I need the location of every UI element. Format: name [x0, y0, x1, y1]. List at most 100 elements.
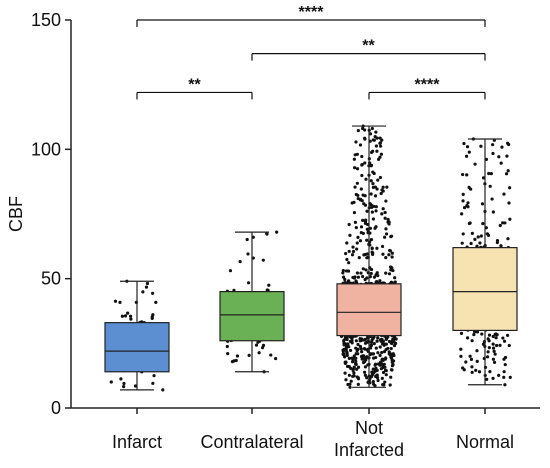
data-point: [363, 341, 368, 345]
data-point: [461, 232, 465, 236]
data-point: [350, 253, 355, 257]
data-point: [267, 283, 271, 287]
data-point: [376, 157, 381, 161]
data-point: [376, 178, 380, 182]
data-point: [362, 202, 366, 206]
data-point: [491, 376, 495, 380]
data-point: [388, 249, 392, 253]
data-point: [378, 175, 383, 180]
data-point: [356, 382, 360, 386]
data-point: [351, 275, 355, 280]
data-point: [355, 241, 359, 245]
data-point: [126, 311, 130, 315]
data-point: [355, 181, 359, 185]
data-point: [369, 238, 374, 242]
data-point: [378, 136, 382, 140]
data-point: [141, 290, 145, 294]
data-point: [383, 210, 387, 215]
significance-bracket: ****: [136, 4, 486, 27]
data-point: [464, 360, 468, 364]
y-axis-title: CBF: [6, 196, 26, 232]
data-point: [361, 218, 365, 222]
data-point: [373, 363, 377, 367]
data-point: [269, 353, 273, 357]
data-point: [353, 166, 357, 170]
data-point: [353, 185, 357, 189]
data-point: [235, 354, 240, 358]
data-point: [470, 231, 474, 235]
data-point: [358, 143, 363, 147]
data-point: [378, 141, 383, 145]
data-point: [380, 362, 384, 366]
data-point: [380, 350, 384, 355]
data-point: [461, 172, 465, 177]
data-point: [379, 152, 384, 156]
data-point: [467, 150, 471, 154]
data-point: [347, 345, 351, 349]
data-point: [351, 374, 355, 378]
data-point: [370, 126, 374, 131]
data-point: [356, 128, 360, 133]
data-point: [485, 355, 490, 359]
significance-bracket: ****: [368, 76, 486, 100]
data-point: [475, 330, 480, 334]
data-point: [342, 353, 346, 357]
data-point: [503, 221, 507, 225]
data-point: [352, 157, 356, 161]
data-point: [369, 340, 374, 344]
data-point: [354, 192, 358, 197]
data-point: [470, 370, 474, 374]
data-point: [368, 132, 373, 136]
data-point: [465, 173, 469, 177]
data-point: [462, 206, 467, 210]
data-point: [363, 161, 367, 165]
data-point: [351, 249, 356, 254]
data-point: [371, 181, 375, 186]
data-point: [360, 357, 364, 361]
data-point: [122, 381, 126, 386]
box-iqr: [452, 247, 518, 331]
data-point: [460, 212, 464, 216]
data-point: [343, 277, 347, 282]
data-point: [359, 337, 363, 341]
data-point: [498, 343, 502, 347]
data-point: [347, 261, 351, 265]
significance-bracket: **: [251, 38, 486, 61]
data-point: [371, 170, 375, 174]
significance-label: **: [362, 38, 375, 55]
data-point: [151, 313, 155, 317]
data-point: [365, 376, 369, 380]
data-point: [381, 252, 385, 256]
data-point: [383, 357, 387, 361]
significance-bracket: **: [136, 76, 253, 100]
data-point: [490, 197, 494, 201]
data-point: [362, 346, 367, 351]
data-point: [475, 244, 479, 248]
data-point: [389, 375, 393, 379]
significance-label: **: [188, 76, 201, 93]
data-point: [354, 140, 358, 144]
data-point: [238, 260, 242, 264]
box-infarct: [104, 280, 170, 391]
data-point: [461, 199, 465, 203]
data-point: [369, 343, 373, 347]
x-category-label: Infarct: [112, 432, 162, 452]
data-point: [247, 353, 251, 357]
data-point: [387, 220, 391, 224]
data-point: [467, 185, 471, 189]
data-point: [118, 300, 122, 304]
data-point: [360, 163, 364, 167]
data-point: [374, 273, 378, 277]
data-point: [373, 369, 377, 373]
significance-label: ****: [299, 4, 325, 21]
x-category-label: Normal: [456, 432, 514, 452]
data-point: [491, 357, 496, 361]
data-point: [468, 354, 472, 358]
data-point: [349, 366, 353, 370]
data-point: [371, 337, 375, 341]
data-point: [466, 205, 470, 209]
data-point: [356, 235, 360, 239]
data-point: [383, 365, 387, 369]
data-point: [345, 350, 349, 354]
data-point: [355, 271, 360, 275]
